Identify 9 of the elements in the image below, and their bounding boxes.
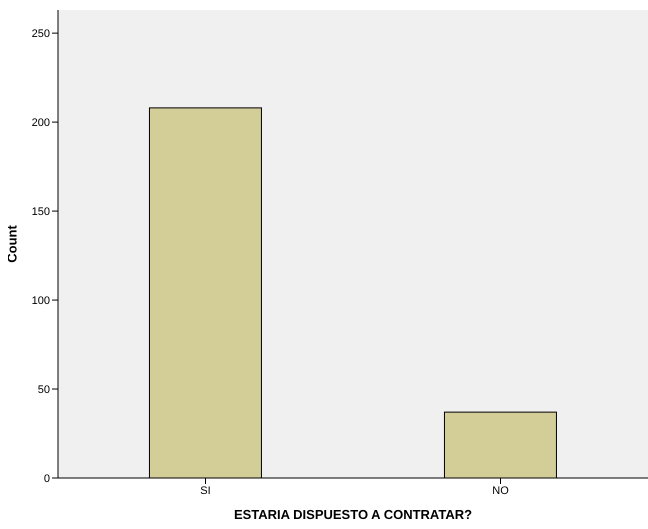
y-tick-label: 0 <box>44 472 50 485</box>
x-axis-title: ESTARIA DISPUESTO A CONTRATAR? <box>234 507 472 522</box>
x-tick-label: SI <box>200 484 211 497</box>
y-tick-label: 50 <box>38 384 50 396</box>
y-tick-label: 150 <box>32 206 50 218</box>
y-tick-label: 200 <box>32 117 50 130</box>
y-tick-label: 100 <box>32 294 50 307</box>
x-tick-label: NO <box>492 484 510 497</box>
y-tick-label: 250 <box>32 28 50 40</box>
